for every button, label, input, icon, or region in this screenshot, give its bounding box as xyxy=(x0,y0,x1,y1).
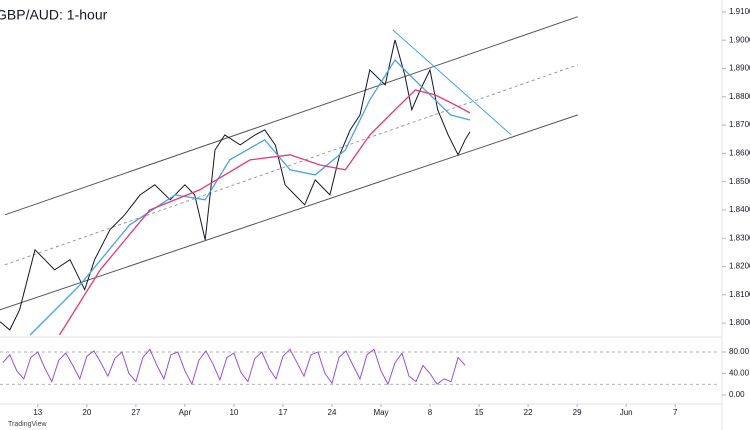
x-tick-label: 22 xyxy=(524,408,533,417)
y-tick-label: 1.81000 xyxy=(729,290,750,299)
watermark: TradingView xyxy=(8,421,47,428)
x-tick-label: Apr xyxy=(179,408,192,417)
y-tick-label: 1.82000 xyxy=(729,262,750,271)
y-tick-label: 1.80000 xyxy=(729,318,750,327)
x-tick-label: 15 xyxy=(475,408,484,417)
y-tick-label: 1.83000 xyxy=(729,233,750,242)
indicator-line xyxy=(58,89,471,336)
price-line xyxy=(2,348,466,386)
x-tick-label: 13 xyxy=(33,408,42,417)
x-tick-label: 8 xyxy=(428,408,433,417)
x-tick-label: 24 xyxy=(328,408,337,417)
trendline xyxy=(4,16,578,216)
x-tick-label: 29 xyxy=(573,408,582,417)
y-tick-label: 0.00 xyxy=(729,390,745,399)
x-tick-label: 27 xyxy=(131,408,140,417)
y-tick-label: 1.89000 xyxy=(729,64,750,73)
price-line xyxy=(0,39,471,331)
x-tick-label: 7 xyxy=(673,408,678,417)
indicator-line xyxy=(29,58,471,336)
y-tick-label: 1.86000 xyxy=(729,148,750,157)
y-tick-label: 1.85000 xyxy=(729,177,750,186)
y-tick-label: 40.00 xyxy=(729,369,750,378)
y-tick-label: 1.88000 xyxy=(729,92,750,101)
x-tick-label: Jun xyxy=(620,408,633,417)
trendline xyxy=(392,29,512,136)
chart-title: GBP/AUD: 1-hour xyxy=(0,7,108,23)
trendline xyxy=(4,64,578,266)
y-tick-label: 80.00 xyxy=(729,347,750,356)
x-tick-label: 20 xyxy=(82,408,91,417)
y-tick-label: 1.84000 xyxy=(729,205,750,214)
x-tick-label: 10 xyxy=(229,408,238,417)
y-tick-label: 1.91000 xyxy=(729,7,750,16)
y-tick-label: 1.90000 xyxy=(729,35,750,44)
x-tick-label: 17 xyxy=(279,408,288,417)
x-tick-label: May xyxy=(373,408,388,417)
y-tick-label: 1.87000 xyxy=(729,120,750,129)
